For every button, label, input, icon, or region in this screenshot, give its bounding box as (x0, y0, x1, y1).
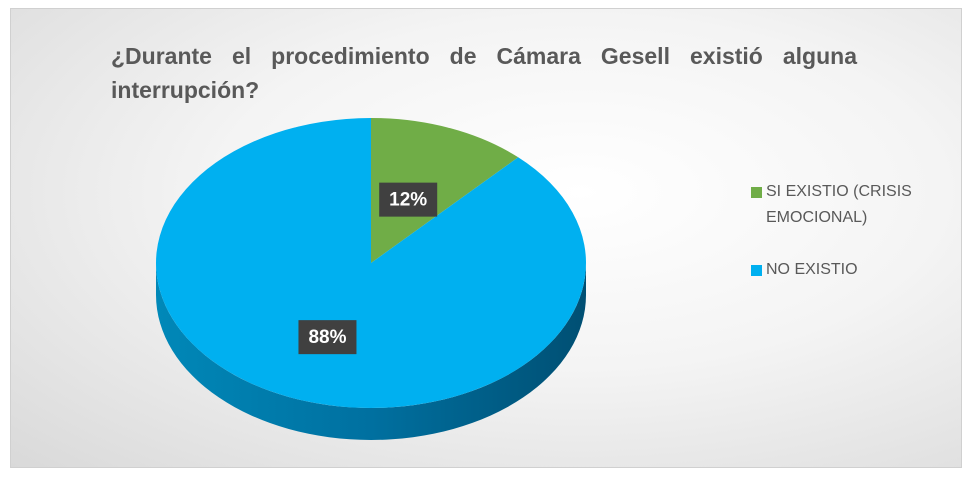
legend-item: NO EXISTIO (751, 257, 951, 283)
data-label-text: 12% (389, 190, 427, 211)
slice-side (156, 263, 586, 440)
pie-chart: 12% 88% (156, 118, 587, 440)
chart-title: ¿Durante el procedimiento de Cámara Gese… (111, 43, 857, 103)
data-label: 88% (298, 320, 357, 355)
data-label: 12% (379, 182, 438, 217)
legend: SI EXISTIO (CRISIS EMOCIONAL) NO EXISTIO (751, 179, 951, 309)
legend-label: NO EXISTIO (766, 261, 858, 278)
legend-swatch (751, 187, 762, 198)
slice (371, 118, 519, 263)
legend-item: SI EXISTIO (CRISIS EMOCIONAL) (751, 179, 951, 231)
data-label-box (379, 182, 438, 217)
legend-label: SI EXISTIO (CRISIS EMOCIONAL) (766, 183, 912, 226)
data-label-text: 88% (308, 327, 346, 348)
chart-area: ¿Durante el procedimiento de Cámara Gese… (10, 8, 962, 468)
data-label-box (298, 320, 357, 355)
legend-swatch (751, 265, 762, 276)
slice (156, 118, 587, 408)
